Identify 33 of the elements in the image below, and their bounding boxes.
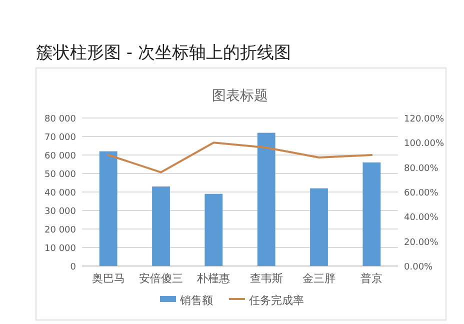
- bar: [99, 151, 118, 266]
- x-tick-label: 金三胖: [302, 272, 336, 285]
- y2-tick-label: 20.00%: [404, 238, 439, 248]
- y2-tick-label: 60.00%: [404, 188, 439, 198]
- bar: [362, 162, 381, 266]
- y-tick-label: 40 000: [44, 188, 76, 198]
- y-tick-label: 50 000: [44, 170, 76, 180]
- y-tick-label: 80 000: [44, 114, 76, 124]
- y-tick-label: 70 000: [44, 133, 76, 143]
- chart-title: 簇状柱形图 - 次坐标轴上的折线图: [36, 43, 291, 63]
- bar: [204, 194, 223, 266]
- legend-label: 任务完成率: [248, 294, 304, 307]
- bar: [310, 188, 328, 266]
- y-tick-label: 60 000: [44, 152, 76, 162]
- y2-tick-label: 120.00%: [404, 114, 444, 124]
- legend-label: 销售额: [179, 294, 213, 307]
- chart-subtitle: 图表标题: [212, 88, 268, 104]
- y2-tick-label: 0.00%: [404, 262, 434, 272]
- x-tick-label: 查韦斯: [250, 272, 283, 285]
- y2-tick-label: 100.00%: [404, 139, 444, 150]
- y-tick-label: 20 000: [44, 226, 76, 236]
- bar: [152, 186, 170, 266]
- y-tick-label: 30 000: [44, 207, 76, 217]
- y2-tick-label: 40.00%: [404, 213, 439, 224]
- x-tick-label: 普京: [360, 272, 383, 285]
- line-series: [107, 142, 373, 174]
- y2-tick-label: 80.00%: [404, 164, 439, 174]
- x-tick-label: 奥巴马: [92, 272, 125, 285]
- x-tick-label: 安倍傻三: [139, 272, 183, 285]
- bar: [257, 132, 276, 266]
- y-tick-label: 0: [70, 262, 76, 272]
- y-tick-label: 10 000: [44, 244, 76, 254]
- x-tick-label: 朴槿惠: [196, 272, 230, 285]
